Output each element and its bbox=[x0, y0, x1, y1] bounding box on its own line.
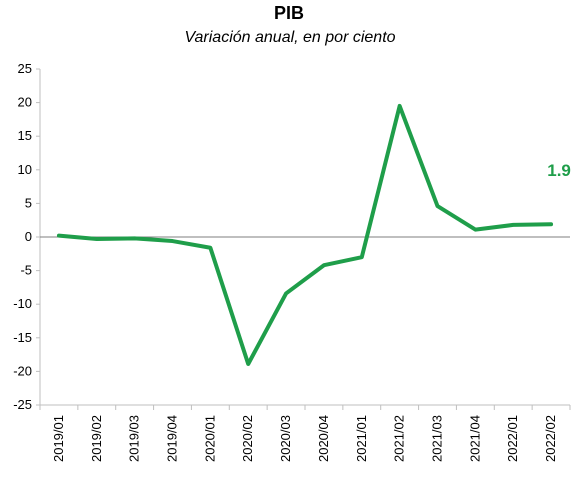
y-tick-label: 25 bbox=[18, 61, 32, 76]
data-point bbox=[323, 264, 325, 266]
y-tick-label: 15 bbox=[18, 128, 32, 143]
x-tick-label: 2020/02 bbox=[240, 415, 255, 462]
data-point bbox=[172, 240, 173, 242]
y-tick-label: -20 bbox=[13, 363, 32, 378]
data-points bbox=[58, 105, 552, 365]
data-point bbox=[361, 256, 363, 258]
x-tick-label: 2021/02 bbox=[392, 415, 407, 462]
y-tick-label: -10 bbox=[13, 296, 32, 311]
series-line-pib bbox=[56, 103, 554, 367]
data-point bbox=[247, 363, 249, 365]
data-point bbox=[399, 105, 401, 107]
chart-subtitle: Variación anual, en por ciento bbox=[184, 29, 395, 46]
x-tick-label: 2021/04 bbox=[467, 415, 482, 462]
data-point bbox=[512, 224, 514, 226]
x-tick-label: 2022/01 bbox=[505, 415, 520, 462]
data-point bbox=[209, 247, 211, 249]
x-tick-label: 2021/03 bbox=[430, 415, 445, 462]
data-point bbox=[134, 237, 136, 239]
last-value-label: 1.9 bbox=[547, 161, 571, 180]
data-point bbox=[550, 223, 552, 225]
x-axis: 2019/01 2019/02 2019/03 2019/04 2020/01 2020/… bbox=[39, 404, 571, 462]
y-tick-label: -25 bbox=[13, 397, 32, 412]
x-tick-label: 2019/04 bbox=[165, 415, 180, 462]
y-tick-label: -5 bbox=[20, 263, 32, 278]
x-tick-label: 2020/01 bbox=[202, 415, 217, 462]
data-point bbox=[437, 205, 438, 207]
x-tick-label: 2020/03 bbox=[278, 415, 293, 462]
y-tick-label: 10 bbox=[18, 162, 32, 177]
y-tick-label: 20 bbox=[18, 95, 32, 110]
x-tick-label: 2022/02 bbox=[543, 415, 558, 462]
y-axis: 25 20 15 10 5 0 -5 -10 -15 -20 -25 bbox=[13, 61, 41, 412]
data-point bbox=[58, 235, 60, 237]
data-point bbox=[285, 292, 287, 294]
y-tick-label: -15 bbox=[13, 330, 32, 345]
x-tick-label: 2020/04 bbox=[316, 415, 331, 462]
x-tick-label: 2019/03 bbox=[127, 415, 142, 462]
x-tick-label: 2021/01 bbox=[354, 415, 369, 462]
x-tick-label: 2019/02 bbox=[89, 415, 104, 462]
y-tick-label: 0 bbox=[25, 229, 32, 244]
data-point bbox=[96, 238, 98, 240]
chart-title: PIB bbox=[274, 3, 304, 23]
y-tick-label: 5 bbox=[25, 195, 32, 210]
data-point bbox=[474, 229, 476, 231]
x-tick-label: 2019/01 bbox=[51, 415, 66, 462]
